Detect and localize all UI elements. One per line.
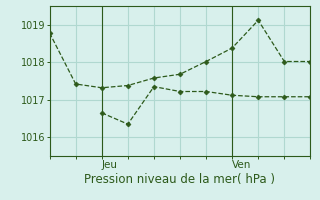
X-axis label: Pression niveau de la mer( hPa ): Pression niveau de la mer( hPa ): [84, 173, 276, 186]
